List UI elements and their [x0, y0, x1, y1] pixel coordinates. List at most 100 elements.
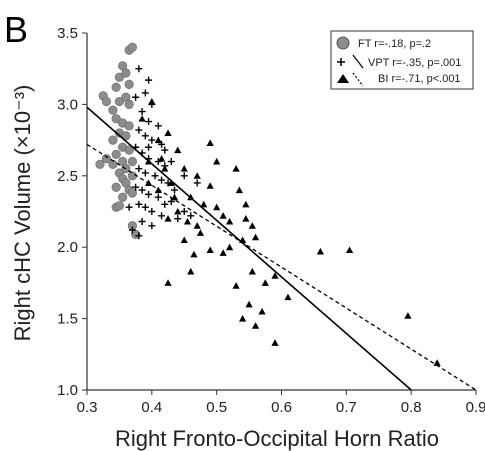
ft-point	[124, 145, 134, 155]
legend-marker-vpt	[337, 54, 364, 69]
vpt-point	[158, 140, 166, 148]
ft-point	[127, 156, 137, 167]
ft-point	[121, 68, 131, 78]
ft-point	[118, 192, 128, 202]
vpt-point	[125, 203, 133, 211]
vpt-point	[145, 190, 153, 198]
bi-point	[261, 279, 269, 286]
vpt-point	[158, 176, 166, 184]
bi-point	[180, 165, 188, 172]
vpt-point	[138, 217, 146, 225]
ft-point	[114, 201, 125, 211]
vpt-point	[193, 179, 201, 187]
bi-point	[433, 359, 441, 366]
vpt-point	[161, 200, 169, 208]
ft-point	[108, 135, 118, 145]
ft-point	[111, 82, 121, 92]
bi-point	[154, 136, 162, 144]
vpt-point	[135, 200, 143, 208]
x-tick-label: 0.9	[466, 399, 485, 416]
bi-point	[180, 236, 188, 244]
ft-point	[101, 154, 112, 164]
vpt-point	[158, 212, 166, 220]
ft-point	[111, 114, 121, 124]
bi-point	[235, 186, 243, 194]
vpt-point	[141, 89, 149, 97]
vpt-point	[145, 143, 153, 151]
legend-label-bi: BI r=-.71, p<.001	[378, 73, 461, 85]
bi-point	[248, 222, 256, 229]
vpt-point	[141, 132, 149, 140]
vpt-point	[154, 122, 162, 130]
legend-label-vpt: VPT r=-.35, p=.001	[368, 57, 461, 69]
vpt-point	[132, 183, 140, 191]
x-tick-label: 0.6	[271, 399, 292, 416]
bi-point	[271, 339, 279, 346]
bi-point	[164, 129, 172, 136]
y-tick-label: 1.5	[57, 311, 78, 328]
bi-fit-line	[86, 143, 477, 391]
vpt-point	[145, 118, 153, 126]
vpt-point	[161, 146, 169, 154]
vpt-point	[138, 108, 146, 116]
bi-point	[226, 217, 234, 225]
legend-marker-bi	[337, 72, 364, 87]
ft-point	[111, 149, 121, 159]
bi-point	[206, 246, 214, 254]
ft-point	[127, 188, 137, 198]
vpt-point	[148, 136, 156, 144]
vpt-point	[135, 65, 143, 73]
vpt-point	[148, 222, 156, 230]
vpt-point	[148, 208, 156, 215]
y-tick-label: 3.5	[57, 25, 78, 42]
bi-point	[345, 246, 354, 254]
bi-point	[164, 215, 172, 222]
bi-point	[245, 300, 253, 308]
bi-point	[242, 215, 250, 222]
ft-point	[101, 96, 112, 107]
bi-point	[213, 157, 221, 165]
ft-point	[124, 99, 134, 109]
ft-point	[111, 182, 121, 192]
panel-label: B	[4, 9, 28, 50]
bi-point	[232, 165, 240, 172]
x-tick-label: 0.5	[206, 399, 227, 416]
vpt-point	[174, 215, 182, 223]
vpt-point	[128, 226, 136, 234]
vpt-point	[154, 193, 162, 201]
bi-point	[242, 200, 250, 208]
ft-point	[95, 159, 105, 169]
bi-point	[251, 322, 260, 329]
bi-point	[404, 312, 412, 319]
x-tick-label: 0.8	[401, 399, 422, 416]
vpt-point	[151, 172, 159, 180]
bi-point	[251, 233, 260, 241]
vpt-fit-line	[86, 106, 412, 391]
bi-point	[316, 247, 324, 255]
x-tick-label: 0.7	[336, 399, 357, 416]
bi-point	[174, 207, 182, 215]
vpt-point	[141, 203, 149, 211]
bi-point	[239, 315, 247, 322]
ft-point	[124, 79, 134, 90]
bi-point	[190, 250, 198, 258]
bi-point	[206, 139, 214, 146]
ft-point	[121, 131, 131, 141]
y-axis-title: Right cHC Volume (×10⁻³)	[10, 85, 35, 342]
legend: FT r=-.18, p=.2 VPT r=-.35, p=.001 BI r=…	[330, 30, 474, 90]
vpt-point	[180, 172, 188, 180]
bi-point	[161, 165, 169, 172]
bi-point	[174, 146, 182, 154]
vpt-point	[135, 165, 143, 173]
y-tick-label: 2.0	[57, 239, 78, 256]
x-tick-label: 0.3	[77, 399, 98, 416]
bi-point	[167, 179, 175, 186]
bi-point	[258, 307, 266, 315]
bi-point	[219, 249, 227, 256]
x-tick-label: 0.4	[141, 399, 162, 416]
ft-point	[124, 121, 134, 131]
x-axis-title: Right Fronto-Occipital Horn Ratio	[115, 426, 439, 451]
bi-point	[213, 203, 221, 211]
vpt-point	[138, 186, 146, 194]
bi-point	[138, 115, 146, 122]
